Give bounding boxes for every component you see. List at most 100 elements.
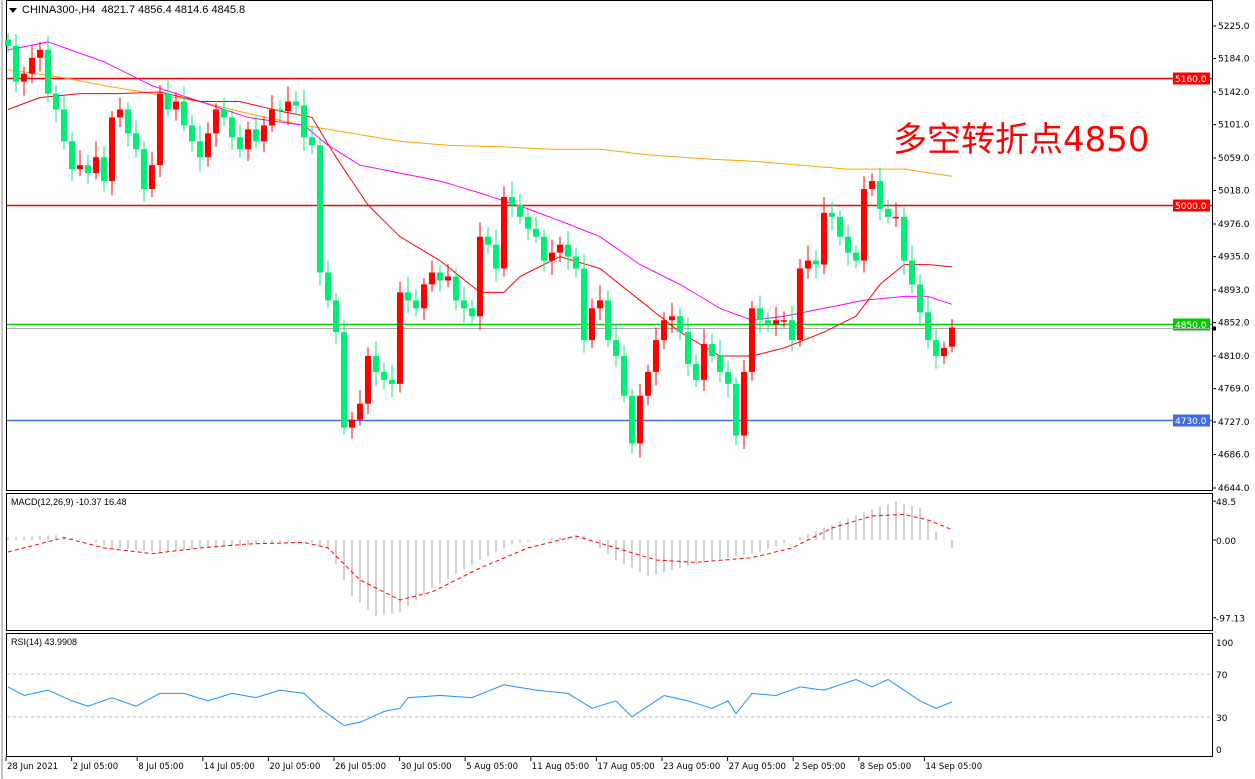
candle-body — [29, 57, 35, 74]
candle-body — [101, 157, 107, 182]
candle-body — [125, 109, 131, 134]
candle-body — [573, 256, 579, 269]
candle-body — [485, 236, 491, 245]
candle-body — [69, 141, 75, 170]
price-tick-label: 5018.0 — [1218, 187, 1250, 197]
candle-body — [5, 39, 11, 46]
candle-body — [141, 149, 147, 190]
candle-body — [61, 109, 67, 142]
candle-body — [565, 244, 571, 257]
candle-body — [613, 340, 619, 356]
time-tick-label: 20 Jul 05:00 — [269, 762, 320, 772]
candle-body — [269, 109, 275, 126]
candle-body — [445, 276, 451, 281]
price-tick-label: 4727.0 — [1218, 418, 1250, 428]
rsi-line — [7, 678, 953, 727]
candle-body — [477, 236, 483, 317]
candle-body — [389, 379, 395, 384]
candle-body — [157, 93, 163, 166]
time-tick-label: 8 Sep 05:00 — [860, 762, 911, 772]
candle-body — [541, 236, 547, 261]
candle-body — [917, 284, 923, 313]
candle-body — [949, 327, 955, 347]
macd-tick-label: -97.13 — [1216, 615, 1245, 625]
level-tag: 5160.0 — [1175, 75, 1207, 85]
candle-body — [637, 395, 643, 444]
candle-body — [45, 49, 51, 94]
candle-body — [701, 344, 707, 380]
annotation-text: 多空转折点4850 — [893, 120, 1150, 160]
candle-body — [893, 216, 899, 219]
candle-body — [557, 244, 563, 253]
level-tag-bg — [1173, 199, 1210, 212]
candle-body — [373, 356, 379, 372]
candle-body — [77, 165, 83, 170]
candle-body — [133, 133, 139, 150]
rsi-tick-label: 70 — [1216, 671, 1228, 681]
rsi-tick-label: 30 — [1216, 714, 1228, 724]
macd-indicator: 48.5 0.00 -97.13 — [7, 498, 1245, 625]
time-tick-label: 26 Jul 05:00 — [335, 762, 386, 772]
candle-body — [173, 101, 179, 110]
candle-body — [221, 109, 227, 118]
candle-body — [181, 101, 187, 126]
candle-body — [781, 320, 787, 322]
candle-body — [885, 208, 891, 217]
candle-body — [413, 300, 419, 309]
candle-body — [93, 157, 99, 174]
rsi-label: RSI(14) 43.9908 — [11, 637, 77, 647]
candle-body — [581, 268, 587, 341]
candle-body — [237, 137, 243, 150]
candle-body — [293, 101, 299, 106]
candle-body — [405, 292, 411, 301]
candle-body — [13, 45, 19, 82]
price-tick-label: 4893.0 — [1218, 286, 1250, 296]
candle-body — [277, 109, 283, 112]
candle-body — [317, 145, 323, 273]
candle-body — [797, 268, 803, 341]
candle-body — [525, 216, 531, 229]
candle-body — [653, 340, 659, 372]
menu-triangle-icon[interactable] — [9, 8, 17, 13]
candle-body — [757, 308, 763, 321]
candle-body — [877, 181, 883, 209]
candle-body — [85, 165, 91, 174]
price-tick-label: 4976.0 — [1218, 220, 1250, 230]
candle-body — [749, 308, 755, 372]
level-tag-bg — [1173, 414, 1210, 427]
candle-body — [301, 105, 307, 138]
candle-body — [309, 137, 315, 146]
candle-body — [37, 49, 43, 58]
macd-tick-label: 48.5 — [1216, 498, 1236, 508]
time-tick-label: 30 Jul 05:00 — [401, 762, 452, 772]
candle-body — [349, 419, 355, 428]
level-tag-bg — [1173, 318, 1210, 331]
candle-body — [669, 316, 675, 321]
candle-body — [109, 117, 115, 182]
symbol-header: CHINA300-,H4 4821.7 4856.4 4814.6 4845.8 — [22, 4, 245, 16]
time-axis: 28 Jun 2021 2 Jul 05:00 8 Jul 05:00 14 Jul … — [5, 757, 982, 772]
candle-body — [205, 133, 211, 158]
ma-line-mid — [7, 41, 953, 321]
candle-body — [253, 129, 259, 142]
level-tag: 4730.0 — [1175, 417, 1207, 427]
time-tick-label: 27 Aug 05:00 — [729, 762, 786, 772]
candle-body — [509, 196, 515, 205]
price-tick-label: 5059.0 — [1218, 154, 1250, 164]
candle-body — [861, 189, 867, 261]
candle-body — [813, 260, 819, 265]
candle-body — [765, 320, 771, 325]
candle-body — [901, 216, 907, 261]
macd-label: MACD(12,26,9) -10.37 16.48 — [11, 497, 127, 507]
level-tag: 4850.0 — [1175, 321, 1207, 331]
candle-body — [453, 276, 459, 301]
time-tick-label: 2 Sep 05:00 — [794, 762, 845, 772]
candle-body — [941, 348, 947, 356]
candle-body — [549, 252, 555, 261]
price-tick-label: 4644.0 — [1218, 484, 1250, 494]
candle-body — [693, 363, 699, 380]
price-tick-label: 4686.0 — [1218, 451, 1250, 461]
time-tick-label: 2 Jul 05:00 — [73, 762, 119, 772]
